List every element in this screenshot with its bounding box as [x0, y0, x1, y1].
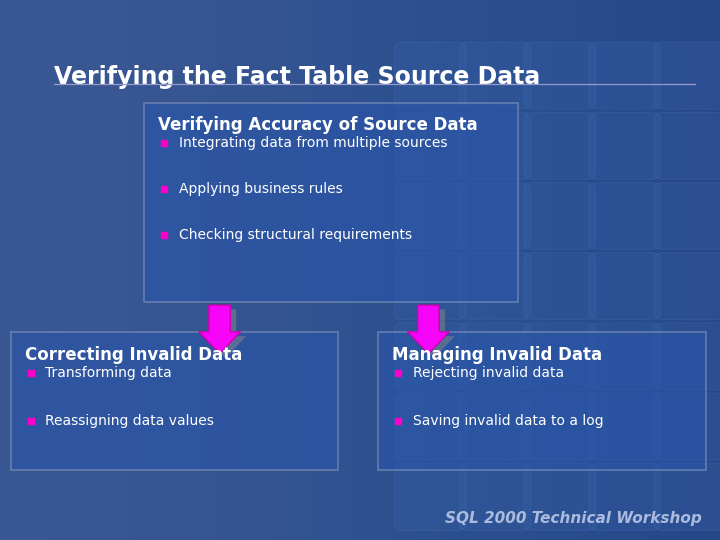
- FancyBboxPatch shape: [589, 253, 660, 320]
- Polygon shape: [204, 309, 246, 358]
- FancyBboxPatch shape: [459, 42, 531, 109]
- Text: Checking structural requirements: Checking structural requirements: [179, 228, 412, 242]
- FancyBboxPatch shape: [395, 42, 466, 109]
- FancyBboxPatch shape: [395, 253, 466, 320]
- FancyBboxPatch shape: [524, 393, 595, 460]
- Text: Rejecting invalid data: Rejecting invalid data: [413, 366, 564, 380]
- FancyBboxPatch shape: [654, 253, 720, 320]
- FancyBboxPatch shape: [524, 112, 595, 179]
- FancyBboxPatch shape: [378, 332, 706, 470]
- FancyBboxPatch shape: [395, 183, 466, 249]
- Text: Correcting Invalid Data: Correcting Invalid Data: [25, 346, 243, 363]
- FancyBboxPatch shape: [395, 323, 466, 390]
- FancyBboxPatch shape: [654, 183, 720, 249]
- Text: Applying business rules: Applying business rules: [179, 182, 342, 196]
- Text: SQL 2000 Technical Workshop: SQL 2000 Technical Workshop: [445, 511, 702, 526]
- FancyBboxPatch shape: [589, 323, 660, 390]
- FancyBboxPatch shape: [654, 112, 720, 179]
- Text: Reassigning data values: Reassigning data values: [45, 414, 215, 428]
- FancyBboxPatch shape: [459, 323, 531, 390]
- FancyBboxPatch shape: [395, 112, 466, 179]
- FancyBboxPatch shape: [654, 393, 720, 460]
- FancyBboxPatch shape: [524, 183, 595, 249]
- Polygon shape: [413, 309, 455, 358]
- FancyBboxPatch shape: [395, 393, 466, 460]
- FancyBboxPatch shape: [524, 463, 595, 530]
- Polygon shape: [199, 305, 240, 354]
- Text: Verifying the Fact Table Source Data: Verifying the Fact Table Source Data: [54, 65, 540, 89]
- FancyBboxPatch shape: [524, 323, 595, 390]
- FancyBboxPatch shape: [589, 463, 660, 530]
- FancyBboxPatch shape: [459, 183, 531, 249]
- Text: Verifying Accuracy of Source Data: Verifying Accuracy of Source Data: [158, 116, 478, 134]
- FancyBboxPatch shape: [589, 42, 660, 109]
- FancyBboxPatch shape: [459, 253, 531, 320]
- Text: Managing Invalid Data: Managing Invalid Data: [392, 346, 603, 363]
- Text: Integrating data from multiple sources: Integrating data from multiple sources: [179, 136, 447, 150]
- Text: Saving invalid data to a log: Saving invalid data to a log: [413, 414, 603, 428]
- FancyBboxPatch shape: [654, 42, 720, 109]
- FancyBboxPatch shape: [589, 393, 660, 460]
- Polygon shape: [408, 305, 449, 354]
- FancyBboxPatch shape: [654, 463, 720, 530]
- FancyBboxPatch shape: [524, 253, 595, 320]
- FancyBboxPatch shape: [589, 112, 660, 179]
- FancyBboxPatch shape: [459, 393, 531, 460]
- FancyBboxPatch shape: [144, 103, 518, 302]
- FancyBboxPatch shape: [459, 112, 531, 179]
- FancyBboxPatch shape: [654, 323, 720, 390]
- Text: Transforming data: Transforming data: [45, 366, 172, 380]
- FancyBboxPatch shape: [11, 332, 338, 470]
- FancyBboxPatch shape: [395, 463, 466, 530]
- FancyBboxPatch shape: [524, 42, 595, 109]
- FancyBboxPatch shape: [589, 183, 660, 249]
- FancyBboxPatch shape: [459, 463, 531, 530]
